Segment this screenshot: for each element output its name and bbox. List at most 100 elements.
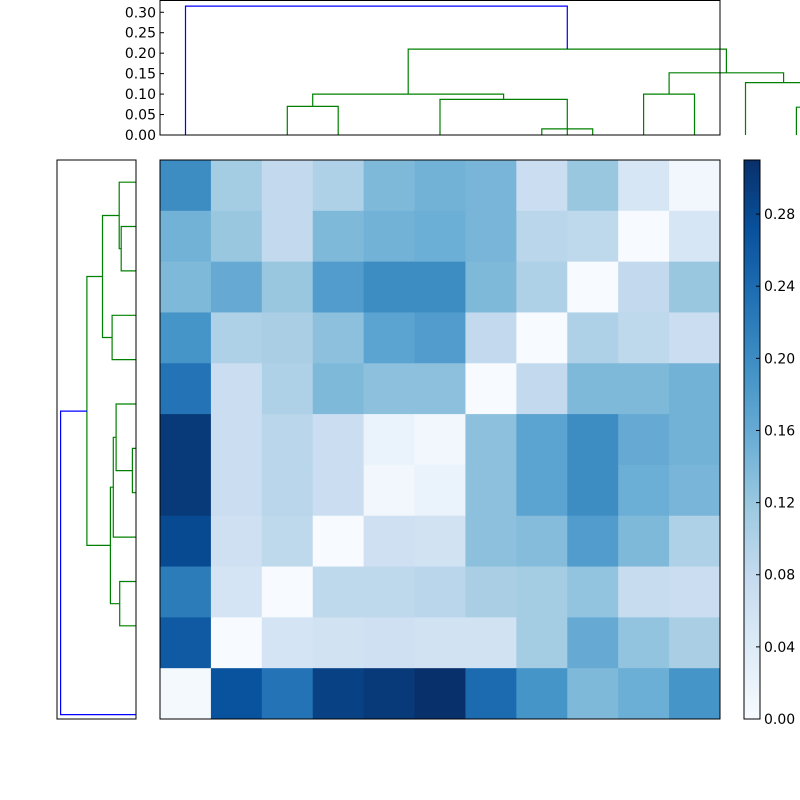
heatmap-cell (465, 261, 517, 313)
heatmap-cell (210, 464, 263, 517)
left-dendrogram-link (109, 486, 120, 605)
left-dendrogram-link (59, 410, 136, 716)
heatmap-cell (210, 515, 263, 567)
heatmap-cell (210, 668, 263, 720)
heatmap-cell (669, 160, 721, 212)
heatmap-cell (160, 160, 212, 212)
heatmap-cell (414, 210, 466, 263)
heatmap-cell (516, 464, 568, 517)
heatmap-cell (414, 566, 466, 618)
heatmap-cell (567, 261, 619, 313)
heatmap-cell (160, 668, 212, 720)
heatmap-cell (465, 464, 517, 517)
heatmap-cell (516, 566, 568, 618)
heatmap-cell (363, 210, 415, 263)
heatmap-cell (414, 668, 466, 720)
heatmap-cell (363, 414, 415, 466)
colorbar-tick-label: 0.16 (764, 423, 795, 439)
colorbar-tick-label: 0.24 (764, 279, 795, 295)
heatmap-cell (261, 312, 314, 364)
heatmap-cell (414, 617, 466, 669)
heatmap-cell (567, 515, 619, 567)
heatmap-cell (567, 363, 619, 415)
heatmap-cell (516, 414, 568, 466)
top-dendrogram-tick-label: 0.15 (125, 67, 156, 83)
heatmap-cell (669, 261, 721, 313)
heatmap-cell (516, 312, 568, 364)
left-dendrogram (56, 159, 137, 720)
heatmap-cell (516, 261, 568, 313)
heatmap-cell (261, 363, 314, 415)
heatmap-cell (669, 414, 721, 466)
heatmap-cell (160, 363, 212, 415)
heatmap-cell (414, 261, 466, 313)
heatmap-cell (414, 464, 466, 517)
left-dendrogram-link (115, 403, 136, 472)
colorbar-frame (743, 159, 761, 720)
heatmap-cell (261, 464, 314, 517)
heatmap-frame (159, 159, 721, 720)
left-dendrogram-link (86, 275, 111, 547)
heatmap-cell (465, 566, 517, 618)
colorbar-tick-label: 0.08 (764, 568, 795, 584)
heatmap-cell (363, 617, 415, 669)
top-dendrogram-tick-label: 0.25 (125, 26, 156, 42)
heatmap-cell (160, 464, 212, 517)
heatmap (159, 159, 721, 720)
heatmap-cell (312, 261, 365, 313)
heatmap-cell (567, 566, 619, 618)
heatmap-cell (210, 312, 263, 364)
heatmap-cell (312, 363, 365, 415)
heatmap-cell (618, 414, 670, 466)
top-dendrogram-link (668, 72, 785, 95)
heatmap-cell (312, 210, 365, 263)
heatmap-cell (516, 668, 568, 720)
heatmap-cell (567, 668, 619, 720)
heatmap-cell (261, 566, 314, 618)
colorbar-tick-label: 0.04 (764, 640, 795, 656)
top-dendrogram-link (642, 93, 696, 135)
heatmap-cell (567, 210, 619, 263)
left-dendrogram-link (120, 225, 136, 272)
heatmap-cell (567, 312, 619, 364)
heatmap-cell (516, 210, 568, 263)
colorbar-tick-label: 0.20 (764, 351, 795, 367)
heatmap-cell (618, 210, 670, 263)
heatmap-cell (363, 363, 415, 415)
top-dendrogram-link (744, 81, 800, 135)
left-dendrogram-frame (56, 159, 137, 720)
heatmap-cell (618, 617, 670, 669)
heatmap-cell (312, 617, 365, 669)
heatmap-cell (261, 668, 314, 720)
heatmap-cell (516, 363, 568, 415)
heatmap-cell (669, 464, 721, 517)
left-dendrogram-link (111, 314, 136, 361)
heatmap-cell (465, 312, 517, 364)
heatmap-cell (465, 668, 517, 720)
heatmap-cell (363, 160, 415, 212)
top-dendrogram-link (312, 93, 505, 107)
heatmap-cell (669, 617, 721, 669)
top-dendrogram-link (407, 48, 728, 95)
heatmap-cell (160, 312, 212, 364)
heatmap-cell (465, 160, 517, 212)
heatmap-cell (669, 363, 721, 415)
heatmap-cell (261, 160, 314, 212)
heatmap-cell (363, 668, 415, 720)
heatmap-cell (363, 261, 415, 313)
heatmap-cell (414, 160, 466, 212)
heatmap-cell (312, 312, 365, 364)
heatmap-cell (160, 414, 212, 466)
heatmap-cell (210, 414, 263, 466)
top-dendrogram-frame (159, 0, 721, 136)
heatmap-cell (312, 566, 365, 618)
heatmap-cell (160, 210, 212, 263)
heatmap-cell (363, 566, 415, 618)
colorbar-tick-label: 0.00 (764, 712, 795, 728)
colorbar-gradient (744, 160, 760, 719)
top-dendrogram-link (286, 105, 339, 135)
heatmap-cell (618, 160, 670, 212)
heatmap-cell (261, 261, 314, 313)
heatmap-cell (465, 617, 517, 669)
